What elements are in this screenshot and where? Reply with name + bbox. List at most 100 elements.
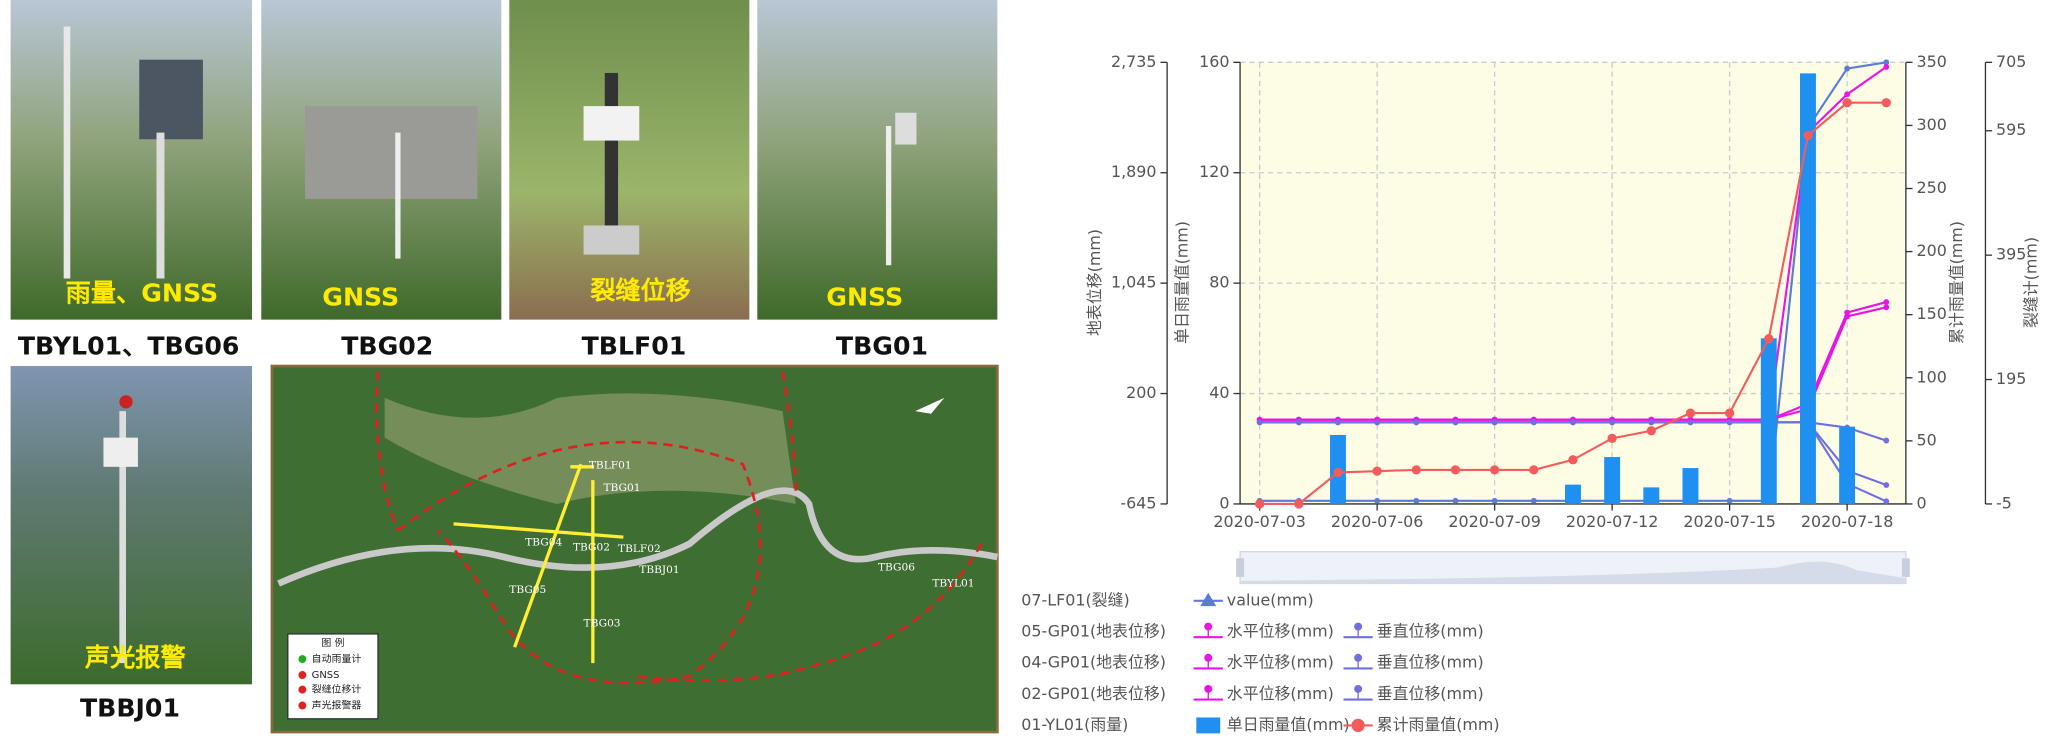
legend-icon	[1354, 653, 1363, 662]
point	[1374, 497, 1381, 504]
point	[1413, 419, 1420, 426]
point	[1491, 497, 1498, 504]
legend-icon	[1196, 717, 1221, 734]
zoom-slider	[1236, 551, 1910, 585]
x-tick-label: 2020-07-09	[1448, 512, 1540, 531]
y-tick-label: 120	[1199, 162, 1229, 181]
point	[1413, 497, 1420, 504]
y-axis-title: 累计雨量值(mm)	[1947, 221, 1966, 344]
legend-icon	[1204, 622, 1213, 631]
y-tick-label: 705	[1996, 52, 2026, 71]
y-tick-label: 350	[1916, 52, 1946, 71]
point	[1452, 419, 1459, 426]
y-tick-label: -645	[1120, 493, 1156, 512]
legend-icon	[1354, 622, 1363, 631]
map-legend-item: 自动雨量计	[312, 652, 362, 665]
x-tick-label: 2020-07-06	[1331, 512, 1423, 531]
legend-group: 04-GP01(地表位移)	[1021, 653, 1166, 672]
map-label: TBG05	[509, 584, 546, 596]
map-legend-item: GNSS	[312, 670, 340, 681]
y-tick-label: 395	[1996, 245, 2026, 264]
point	[1726, 497, 1733, 504]
legend-label: value(mm)	[1227, 590, 1314, 609]
y-tick-label: 1,890	[1111, 162, 1157, 181]
bar	[1799, 73, 1816, 504]
point	[1724, 408, 1735, 418]
legend-label: 水平位移(mm)	[1227, 621, 1334, 640]
map-label: TBBJ01	[639, 564, 679, 576]
map-label: TBLF01	[589, 459, 632, 471]
point	[1883, 63, 1890, 70]
point	[1844, 91, 1851, 98]
legend-group: 02-GP01(地表位移)	[1021, 684, 1166, 703]
chart: -645 200 1,045 1,890 2,735 地表位移(mm) 0 40 80 120 16…	[1021, 52, 2040, 734]
point	[1881, 98, 1891, 108]
y-tick-label: 250	[1916, 178, 1946, 197]
point	[1687, 419, 1694, 426]
point	[1411, 465, 1421, 475]
y-tick-label: 160	[1199, 52, 1229, 71]
point	[1646, 426, 1656, 436]
point	[1529, 465, 1539, 475]
legend-label: 垂直位移(mm)	[1377, 621, 1484, 640]
y-tick-label: 2,735	[1111, 52, 1157, 71]
photo-2	[261, 0, 502, 320]
point	[1255, 499, 1265, 509]
legend-label: 垂直位移(mm)	[1377, 653, 1484, 672]
photo-3	[509, 0, 750, 320]
point	[1726, 419, 1733, 426]
legend-icon	[1351, 718, 1365, 733]
point	[1764, 334, 1774, 344]
plot-area	[1240, 62, 1906, 504]
point	[1883, 437, 1890, 444]
legend-group: 01-YL01(雨量)	[1021, 715, 1128, 734]
y-tick-label: 150	[1916, 304, 1946, 323]
legend-label: 水平位移(mm)	[1227, 653, 1334, 672]
map-label: TBG01	[603, 482, 640, 494]
y-tick-label: 300	[1916, 115, 1946, 134]
point	[1568, 455, 1578, 465]
legend-group: 05-GP01(地表位移)	[1021, 621, 1166, 640]
x-tick-label: 2020-07-03	[1213, 512, 1305, 531]
point	[1530, 419, 1537, 426]
point	[1883, 59, 1890, 66]
map-label: TBYL01	[932, 578, 974, 590]
photo-overlay: 裂缝位移	[590, 276, 691, 305]
y-tick-label: 80	[1209, 273, 1229, 292]
y-axis-title: 单日雨量值(mm)	[1173, 221, 1192, 344]
y-tick-label: 200	[1916, 241, 1946, 260]
photo-caption: TBG02	[341, 331, 433, 360]
point	[1648, 419, 1655, 426]
legend-label: 累计雨量值(mm)	[1377, 715, 1500, 734]
bar	[1839, 426, 1856, 504]
map-label: TBG02	[573, 542, 610, 554]
legend-icon	[1204, 684, 1213, 693]
photo-caption: TBBJ01	[80, 694, 180, 723]
point	[1570, 419, 1576, 426]
x-tick-label: 2020-07-12	[1566, 512, 1658, 531]
bar	[1682, 468, 1699, 504]
point	[1883, 482, 1890, 488]
point	[1335, 419, 1341, 426]
y-tick-label: 40	[1209, 383, 1229, 402]
point	[1452, 497, 1459, 504]
photo-caption: TBLF01	[582, 331, 687, 360]
map-label: TBG06	[878, 562, 915, 574]
legend-label: 垂直位移(mm)	[1377, 684, 1484, 703]
bar	[1565, 484, 1581, 504]
bar	[1760, 338, 1777, 504]
x-tick-label: 2020-07-18	[1801, 512, 1893, 531]
point	[1372, 466, 1382, 476]
bar	[1604, 457, 1621, 504]
legend-icon	[1354, 684, 1363, 693]
x-tick-label: 2020-07-15	[1683, 512, 1775, 531]
photo-caption: TBG01	[836, 331, 928, 360]
y-tick-label: 100	[1916, 367, 1946, 386]
bar	[1643, 487, 1660, 504]
point	[1491, 419, 1498, 426]
point	[1450, 465, 1461, 475]
point	[1883, 299, 1890, 306]
point	[1844, 65, 1851, 72]
legend-label: 单日雨量值(mm)	[1227, 715, 1350, 734]
